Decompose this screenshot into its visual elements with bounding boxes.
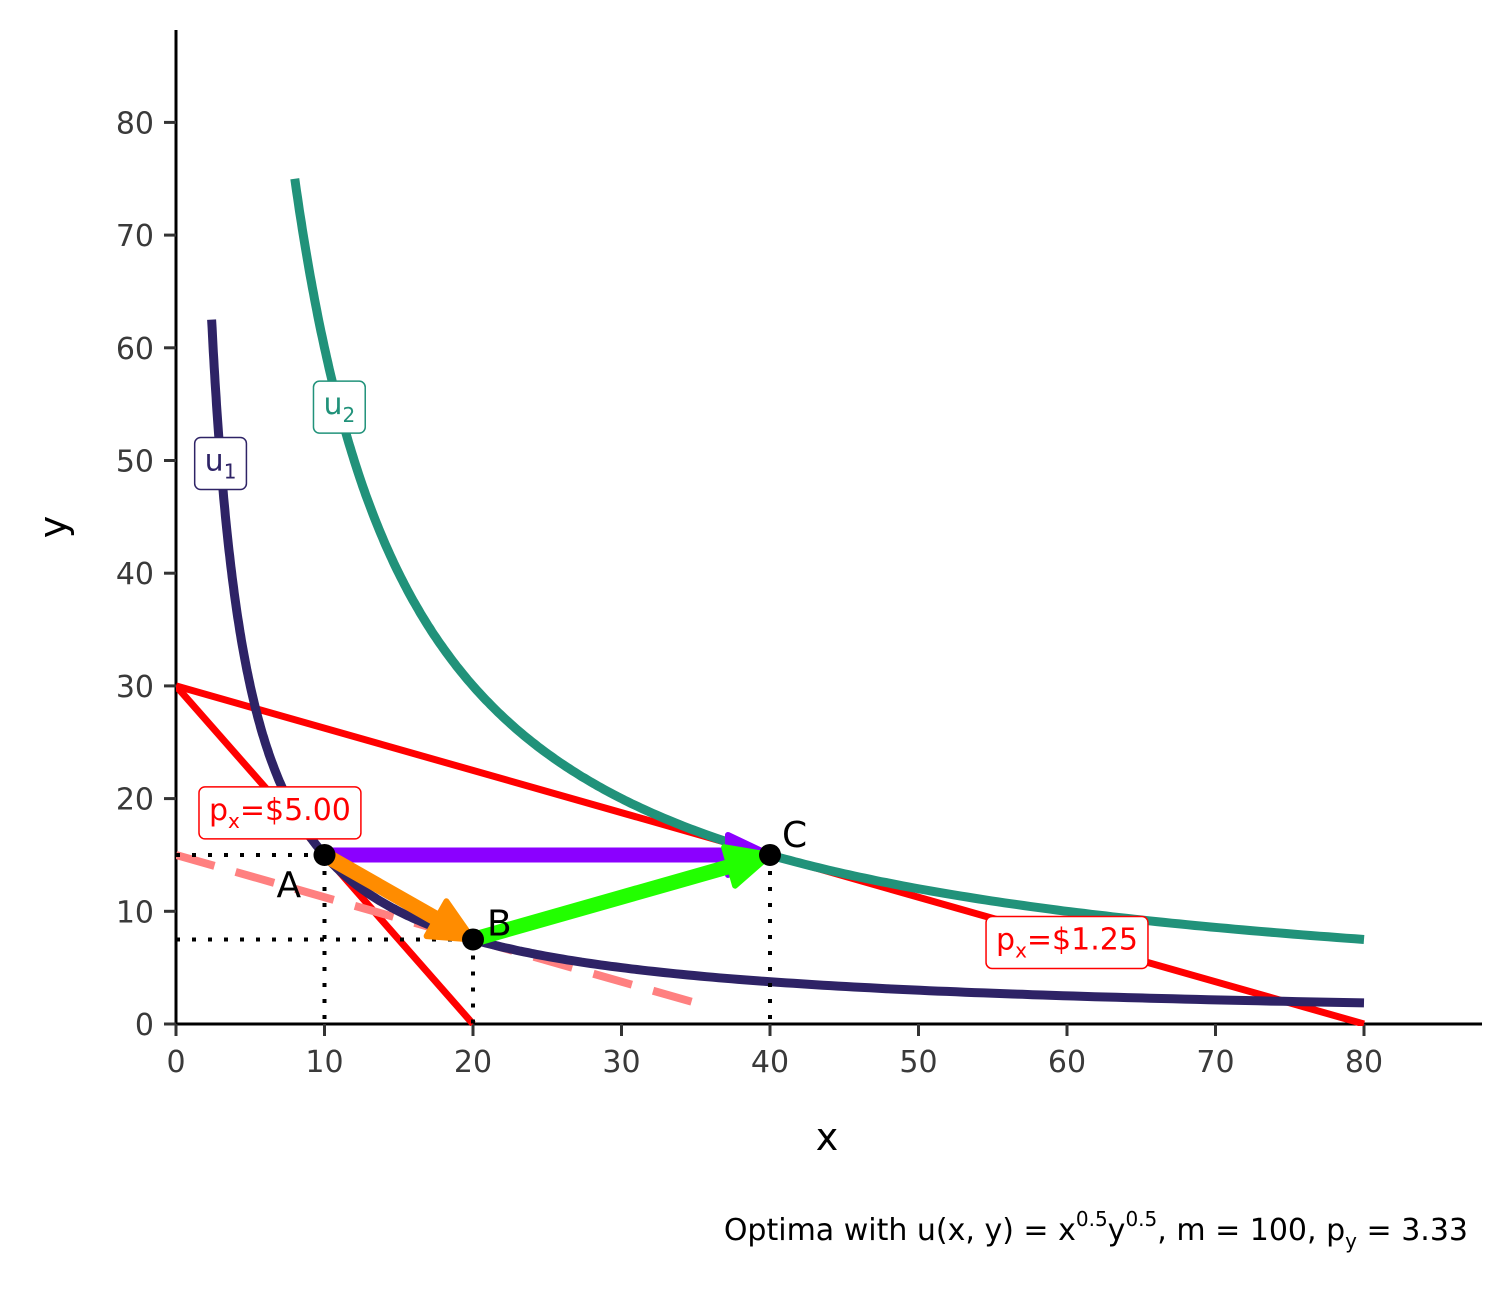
x-tick-label: 40 — [751, 1045, 789, 1080]
x-tick-label: 70 — [1196, 1045, 1234, 1080]
x-tick-label: 50 — [899, 1045, 937, 1080]
x-tick-label: 80 — [1345, 1045, 1383, 1080]
arrows — [320, 831, 773, 947]
y-tick-label: 70 — [116, 219, 154, 254]
curve-label-2-text: u2 — [323, 387, 355, 427]
curve-label-1-box — [193, 436, 248, 491]
arrowhead-A-B — [423, 898, 476, 943]
y-tick-label: 50 — [116, 445, 154, 480]
y-axis-title: y — [31, 516, 75, 539]
y-tick-label: 80 — [116, 106, 154, 141]
curve-label-1-text: u1 — [205, 444, 237, 484]
point-B — [462, 928, 484, 951]
budget-label-1-text: px=$5.00 — [209, 793, 351, 833]
y-tick-label: 30 — [116, 670, 154, 705]
y-axis-ticks: 0 10 20 30 40 50 60 70 80 — [116, 106, 176, 1043]
budget-label-2-text: px=$1.25 — [996, 922, 1138, 962]
x-tick-label: 60 — [1048, 1045, 1086, 1080]
y-tick-label: 0 — [135, 1008, 154, 1043]
y-tick-label: 10 — [116, 895, 154, 930]
budget-label-1: px=$5.00 — [198, 786, 362, 840]
x-tick-label: 0 — [166, 1045, 185, 1080]
curve-label-2-box — [312, 380, 366, 434]
arrow-A-B — [320, 848, 441, 926]
point-A — [313, 843, 336, 866]
guide-lines — [176, 852, 772, 1024]
point-C — [759, 843, 781, 866]
curve-label-2: u2 — [312, 380, 366, 434]
indifference-curve-1 — [207, 319, 1365, 1008]
arrowhead-B-C — [721, 844, 773, 889]
point-label-C: C — [782, 815, 807, 856]
x-tick-label: 30 — [602, 1045, 640, 1080]
point-label-A: A — [277, 865, 302, 906]
indifference-curve-2 — [290, 178, 1365, 944]
x-tick-label: 20 — [454, 1045, 492, 1080]
points: A B C — [277, 815, 807, 951]
curve-label-1: u1 — [193, 436, 248, 491]
arrow-B-C — [470, 859, 732, 947]
y-tick-label: 60 — [116, 332, 154, 367]
x-axis-ticks: 0 10 20 30 40 50 60 70 80 — [166, 1024, 1383, 1080]
y-tick-label: 20 — [116, 783, 154, 818]
budget-label-1-box — [198, 786, 362, 840]
y-tick-label: 40 — [116, 557, 154, 592]
x-tick-label: 10 — [305, 1045, 343, 1080]
budget-label-2-box — [985, 915, 1149, 970]
budget-label-2: px=$1.25 — [985, 915, 1149, 970]
point-label-B: B — [487, 903, 512, 944]
x-axis-title: x — [816, 1115, 839, 1159]
plot-area — [176, 178, 1365, 1026]
labels: u1 u2 px=$5.00 px=$1.25 — [193, 380, 1149, 970]
caption: Optima with u(x, y) = x0.5y0.5, m = 100,… — [724, 1207, 1468, 1253]
